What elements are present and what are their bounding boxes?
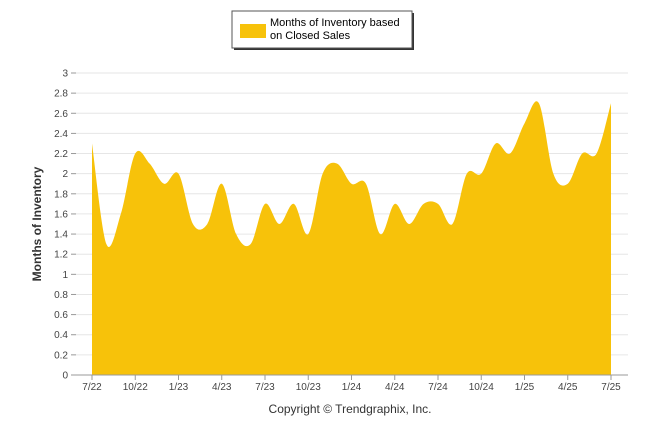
y-tick-label: 0.8 bbox=[54, 290, 68, 301]
legend: Months of Inventory based on Closed Sale… bbox=[231, 10, 414, 50]
y-tick-label: 0.4 bbox=[54, 330, 68, 341]
x-axis-ticks: 7/22 10/22 1/23 4/23 7/23 10/23 1/24 4/24 7/24 10… bbox=[82, 375, 621, 393]
x-tick-label: 1/25 bbox=[515, 382, 535, 393]
y-tick-label: 2 bbox=[62, 169, 68, 180]
x-tick-label: 4/24 bbox=[385, 382, 405, 393]
y-tick-label: 1 bbox=[62, 270, 68, 281]
y-tick-label: 2.6 bbox=[54, 109, 68, 120]
y-tick-label: 1.8 bbox=[54, 189, 68, 200]
x-tick-label: 1/24 bbox=[342, 382, 362, 393]
y-tick-label: 1.6 bbox=[54, 209, 68, 220]
y-tick-label: 0.2 bbox=[54, 350, 68, 361]
legend-swatch bbox=[240, 24, 266, 38]
y-axis-ticks: 0 0.2 0.4 0.6 0.8 1 1.2 1.4 1.6 1.8 2 2.2 2.4 2.6 2.8 3 bbox=[54, 69, 76, 382]
y-tick-label: 3 bbox=[62, 69, 68, 80]
x-tick-label: 1/23 bbox=[169, 382, 189, 393]
x-tick-label: 10/23 bbox=[296, 382, 321, 393]
x-tick-label: 7/22 bbox=[82, 382, 102, 393]
x-tick-label: 4/23 bbox=[212, 382, 232, 393]
x-tick-label: 7/24 bbox=[428, 382, 448, 393]
legend-label-line-1: Months of Inventory based bbox=[270, 17, 400, 29]
y-tick-label: 0 bbox=[62, 371, 68, 382]
y-tick-label: 1.4 bbox=[54, 230, 68, 241]
x-tick-label: 7/25 bbox=[601, 382, 621, 393]
y-tick-label: 2.8 bbox=[54, 89, 68, 100]
x-tick-label: 10/22 bbox=[123, 382, 148, 393]
y-tick-label: 1.2 bbox=[54, 250, 68, 261]
legend-label-line-2: on Closed Sales bbox=[270, 30, 351, 42]
area-series bbox=[92, 101, 611, 375]
y-tick-label: 2.2 bbox=[54, 149, 68, 160]
copyright-text: Copyright © Trendgraphix, Inc. bbox=[269, 402, 432, 416]
y-axis-title: Months of Inventory bbox=[30, 166, 44, 281]
x-tick-label: 7/23 bbox=[255, 382, 275, 393]
y-tick-label: 2.4 bbox=[54, 129, 68, 140]
y-tick-label: 0.6 bbox=[54, 310, 68, 321]
x-tick-label: 10/24 bbox=[469, 382, 494, 393]
x-tick-label: 4/25 bbox=[558, 382, 578, 393]
